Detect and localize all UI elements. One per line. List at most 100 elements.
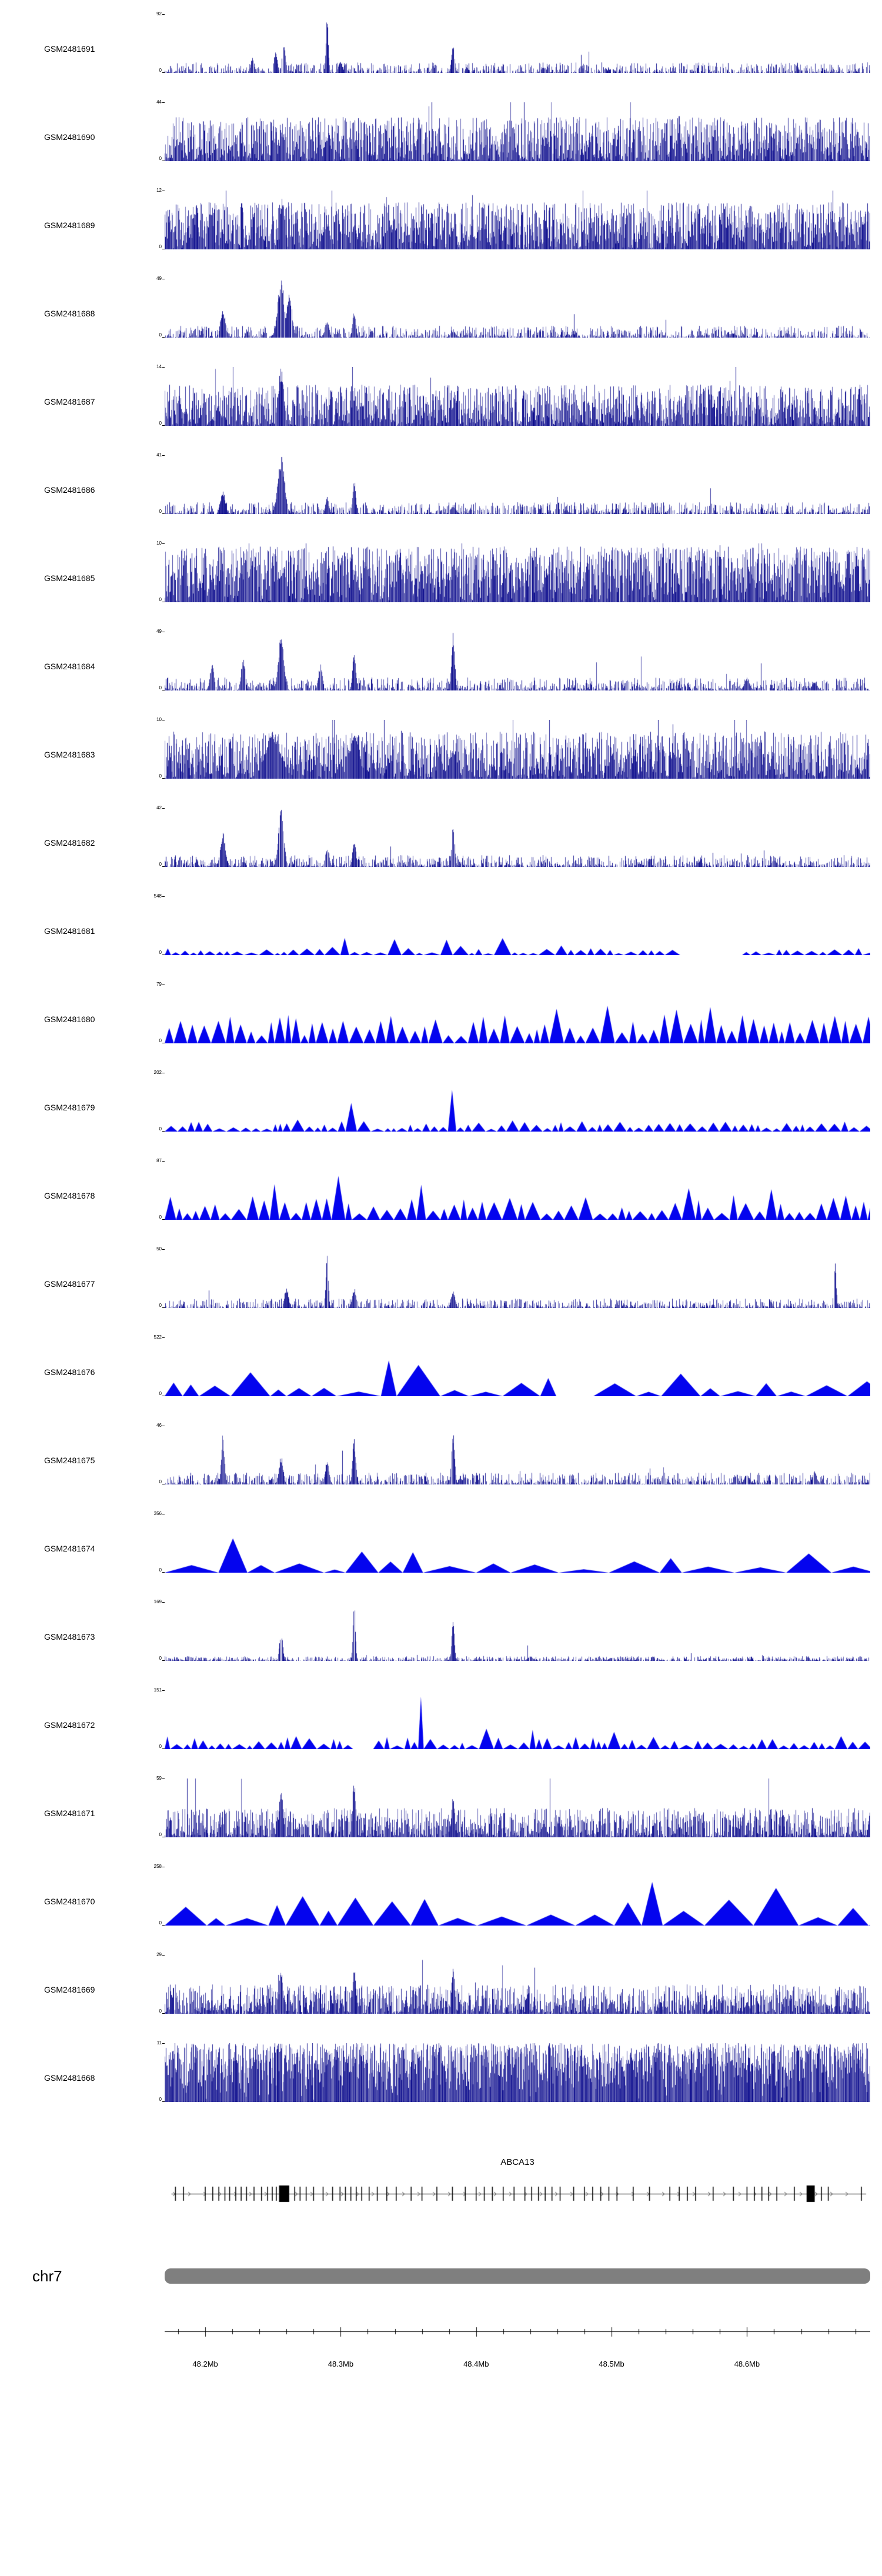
- chromosome-bar-wrap: [165, 2268, 870, 2284]
- track-plot: 44 0: [156, 93, 870, 181]
- track-label: GSM2481680: [44, 1015, 95, 1024]
- track-signal-canvas: [165, 1337, 870, 1396]
- chromosome-section: chr7: [0, 2258, 882, 2294]
- track-plot: 42 0: [156, 799, 870, 887]
- track-ymax-label: 49: [156, 276, 162, 281]
- axis-tick-label: 48.5Mb: [599, 2360, 624, 2368]
- track-yaxis-tick-top: [162, 1602, 165, 1603]
- signal-track-row: GSM2481678 87 0: [0, 1152, 882, 1240]
- track-yaxis-tick-top: [162, 1690, 165, 1691]
- gene-plot: ABCA13: [165, 2157, 870, 2217]
- track-ymax-label: 12: [156, 188, 162, 193]
- track-plot: 59 0: [156, 1769, 870, 1857]
- track-signal-canvas: [165, 543, 870, 602]
- track-signal-canvas: [165, 1514, 870, 1573]
- signal-track-row: GSM2481681 548 0: [0, 887, 882, 975]
- track-yaxis-tick-bottom: [162, 1307, 165, 1308]
- signal-track-row: GSM2481684 49 0: [0, 622, 882, 710]
- track-signal-canvas: [165, 455, 870, 514]
- track-plot: 49 0: [156, 622, 870, 710]
- track-yaxis-tick-top: [162, 367, 165, 368]
- track-plot: 11 0: [157, 2034, 870, 2122]
- track-yaxis-tick-top: [162, 2043, 165, 2044]
- track-yaxis-tick-top: [162, 1778, 165, 1779]
- track-yaxis-tick-bottom: [162, 1131, 165, 1132]
- track-ymax-label: 49: [156, 629, 162, 634]
- track-ymin-label: 0: [159, 332, 162, 338]
- track-signal-canvas: [165, 1073, 870, 1132]
- track-ymax-label: 548: [153, 893, 162, 899]
- signal-track-row: GSM2481690 44 0: [0, 93, 882, 181]
- track-label: GSM2481689: [44, 221, 95, 230]
- gene-label-spacer: [0, 2157, 165, 2217]
- track-ymin-label: 0: [159, 1391, 162, 1396]
- track-ymin-label: 0: [159, 2008, 162, 2014]
- signal-track-row: GSM2481685 10 0: [0, 534, 882, 622]
- track-yaxis-tick-top: [162, 1161, 165, 1162]
- track-signal-canvas: [165, 2043, 870, 2102]
- track-yaxis-tick-top: [162, 455, 165, 456]
- axis-tick-label: 48.3Mb: [328, 2360, 354, 2368]
- signal-track-row: GSM2481673 169 0: [0, 1593, 882, 1681]
- signal-track-row: GSM2481677 50 0: [0, 1240, 882, 1328]
- track-ymax-label: 202: [153, 1070, 162, 1075]
- track-plot: 46 0: [156, 1416, 870, 1504]
- track-yaxis-tick-top: [162, 1337, 165, 1338]
- track-ymin-label: 0: [159, 685, 162, 690]
- track-signal-canvas: [165, 1867, 870, 1926]
- signal-track-row: GSM2481679 202 0: [0, 1063, 882, 1152]
- track-label: GSM2481686: [44, 485, 95, 495]
- gene-title: ABCA13: [500, 2157, 534, 2167]
- track-ymin-label: 0: [159, 1303, 162, 1308]
- track-ymax-label: 59: [156, 1776, 162, 1781]
- track-signal-canvas: [165, 985, 870, 1043]
- track-signal-canvas: [165, 720, 870, 779]
- track-ymax-label: 522: [153, 1334, 162, 1340]
- track-yaxis-tick-bottom: [162, 513, 165, 514]
- track-plot: 10 0: [156, 534, 870, 622]
- track-ymin-label: 0: [159, 68, 162, 73]
- track-ymax-label: 44: [156, 99, 162, 105]
- track-signal-canvas: [165, 1249, 870, 1308]
- track-ymin-label: 0: [159, 773, 162, 779]
- signal-track-row: GSM2481691 92 0: [0, 5, 882, 93]
- track-plot: 50 0: [156, 1240, 870, 1328]
- signal-track-row: GSM2481668 11 0: [0, 2034, 882, 2122]
- track-yaxis-tick-bottom: [162, 1925, 165, 1926]
- track-plot: 92 0: [156, 5, 870, 93]
- track-label: GSM2481672: [44, 1720, 95, 1730]
- track-ymin-label: 0: [159, 1038, 162, 1043]
- track-yaxis-tick-bottom: [162, 2101, 165, 2102]
- track-ymax-label: 92: [156, 11, 162, 16]
- track-yaxis-tick-top: [162, 1249, 165, 1250]
- track-label: GSM2481668: [44, 2073, 95, 2083]
- track-label: GSM2481687: [44, 397, 95, 406]
- track-plot: 548 0: [154, 887, 870, 975]
- track-label: GSM2481683: [44, 750, 95, 759]
- track-ymin-label: 0: [159, 2097, 162, 2102]
- signal-track-row: GSM2481687 14 0: [0, 358, 882, 446]
- track-plot: 14 0: [156, 358, 870, 446]
- genome-axis-canvas: [165, 2323, 870, 2353]
- track-yaxis-tick-bottom: [162, 778, 165, 779]
- track-signal-canvas: [165, 896, 870, 955]
- chromosome-label: chr7: [32, 2267, 62, 2285]
- track-label: GSM2481676: [44, 1367, 95, 1377]
- track-ymin-label: 0: [159, 421, 162, 426]
- track-plot: 169 0: [154, 1593, 870, 1681]
- track-plot: 12 0: [156, 181, 870, 269]
- track-yaxis-tick-bottom: [162, 1660, 165, 1661]
- track-yaxis-tick-top: [162, 102, 165, 103]
- track-ymax-label: 169: [153, 1599, 162, 1604]
- track-ymax-label: 356: [153, 1511, 162, 1516]
- track-yaxis-tick-bottom: [162, 866, 165, 867]
- genome-axis-plot: 48.2Mb 48.3Mb 48.4Mb 48.5Mb 48.6Mb: [165, 2323, 870, 2394]
- track-yaxis-tick-top: [162, 543, 165, 544]
- gene-model-canvas: [165, 2170, 870, 2217]
- track-label: GSM2481673: [44, 1632, 95, 1641]
- track-ymin-label: 0: [159, 156, 162, 161]
- signal-track-row: GSM2481675 46 0: [0, 1416, 882, 1504]
- track-ymin-label: 0: [159, 862, 162, 867]
- track-ymax-label: 10: [156, 717, 162, 722]
